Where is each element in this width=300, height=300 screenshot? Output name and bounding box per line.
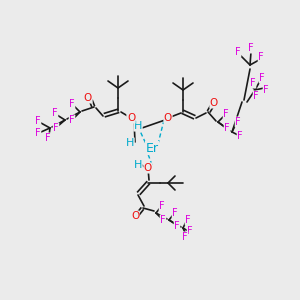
Text: H: H: [134, 160, 142, 170]
Text: F: F: [159, 201, 165, 211]
Text: F: F: [69, 99, 75, 109]
Text: O: O: [131, 211, 139, 221]
Text: F: F: [187, 226, 193, 236]
Text: Er: Er: [146, 142, 158, 154]
Text: F: F: [237, 131, 243, 141]
Text: F: F: [235, 47, 241, 57]
Text: O: O: [84, 93, 92, 103]
Text: F: F: [45, 133, 51, 143]
Text: F: F: [69, 115, 75, 125]
Text: H: H: [134, 121, 142, 131]
Text: F: F: [258, 52, 264, 62]
Text: F: F: [248, 43, 254, 53]
Text: F: F: [263, 85, 269, 95]
Text: F: F: [253, 91, 259, 101]
Text: F: F: [223, 109, 229, 119]
Text: F: F: [53, 123, 59, 133]
Text: O: O: [164, 113, 172, 123]
Text: F: F: [172, 208, 178, 218]
Text: F: F: [52, 108, 58, 118]
Text: F: F: [35, 116, 41, 126]
Text: F: F: [182, 232, 188, 242]
Text: H: H: [126, 138, 134, 148]
Text: O: O: [210, 98, 218, 108]
Text: F: F: [235, 117, 241, 127]
Text: F: F: [35, 128, 41, 138]
Text: F: F: [224, 123, 230, 133]
Text: O: O: [127, 113, 135, 123]
Text: F: F: [250, 78, 256, 88]
Text: F: F: [259, 73, 265, 83]
Text: F: F: [185, 215, 191, 225]
Text: F: F: [174, 221, 180, 231]
Text: F: F: [160, 215, 166, 225]
Text: O: O: [144, 163, 152, 173]
